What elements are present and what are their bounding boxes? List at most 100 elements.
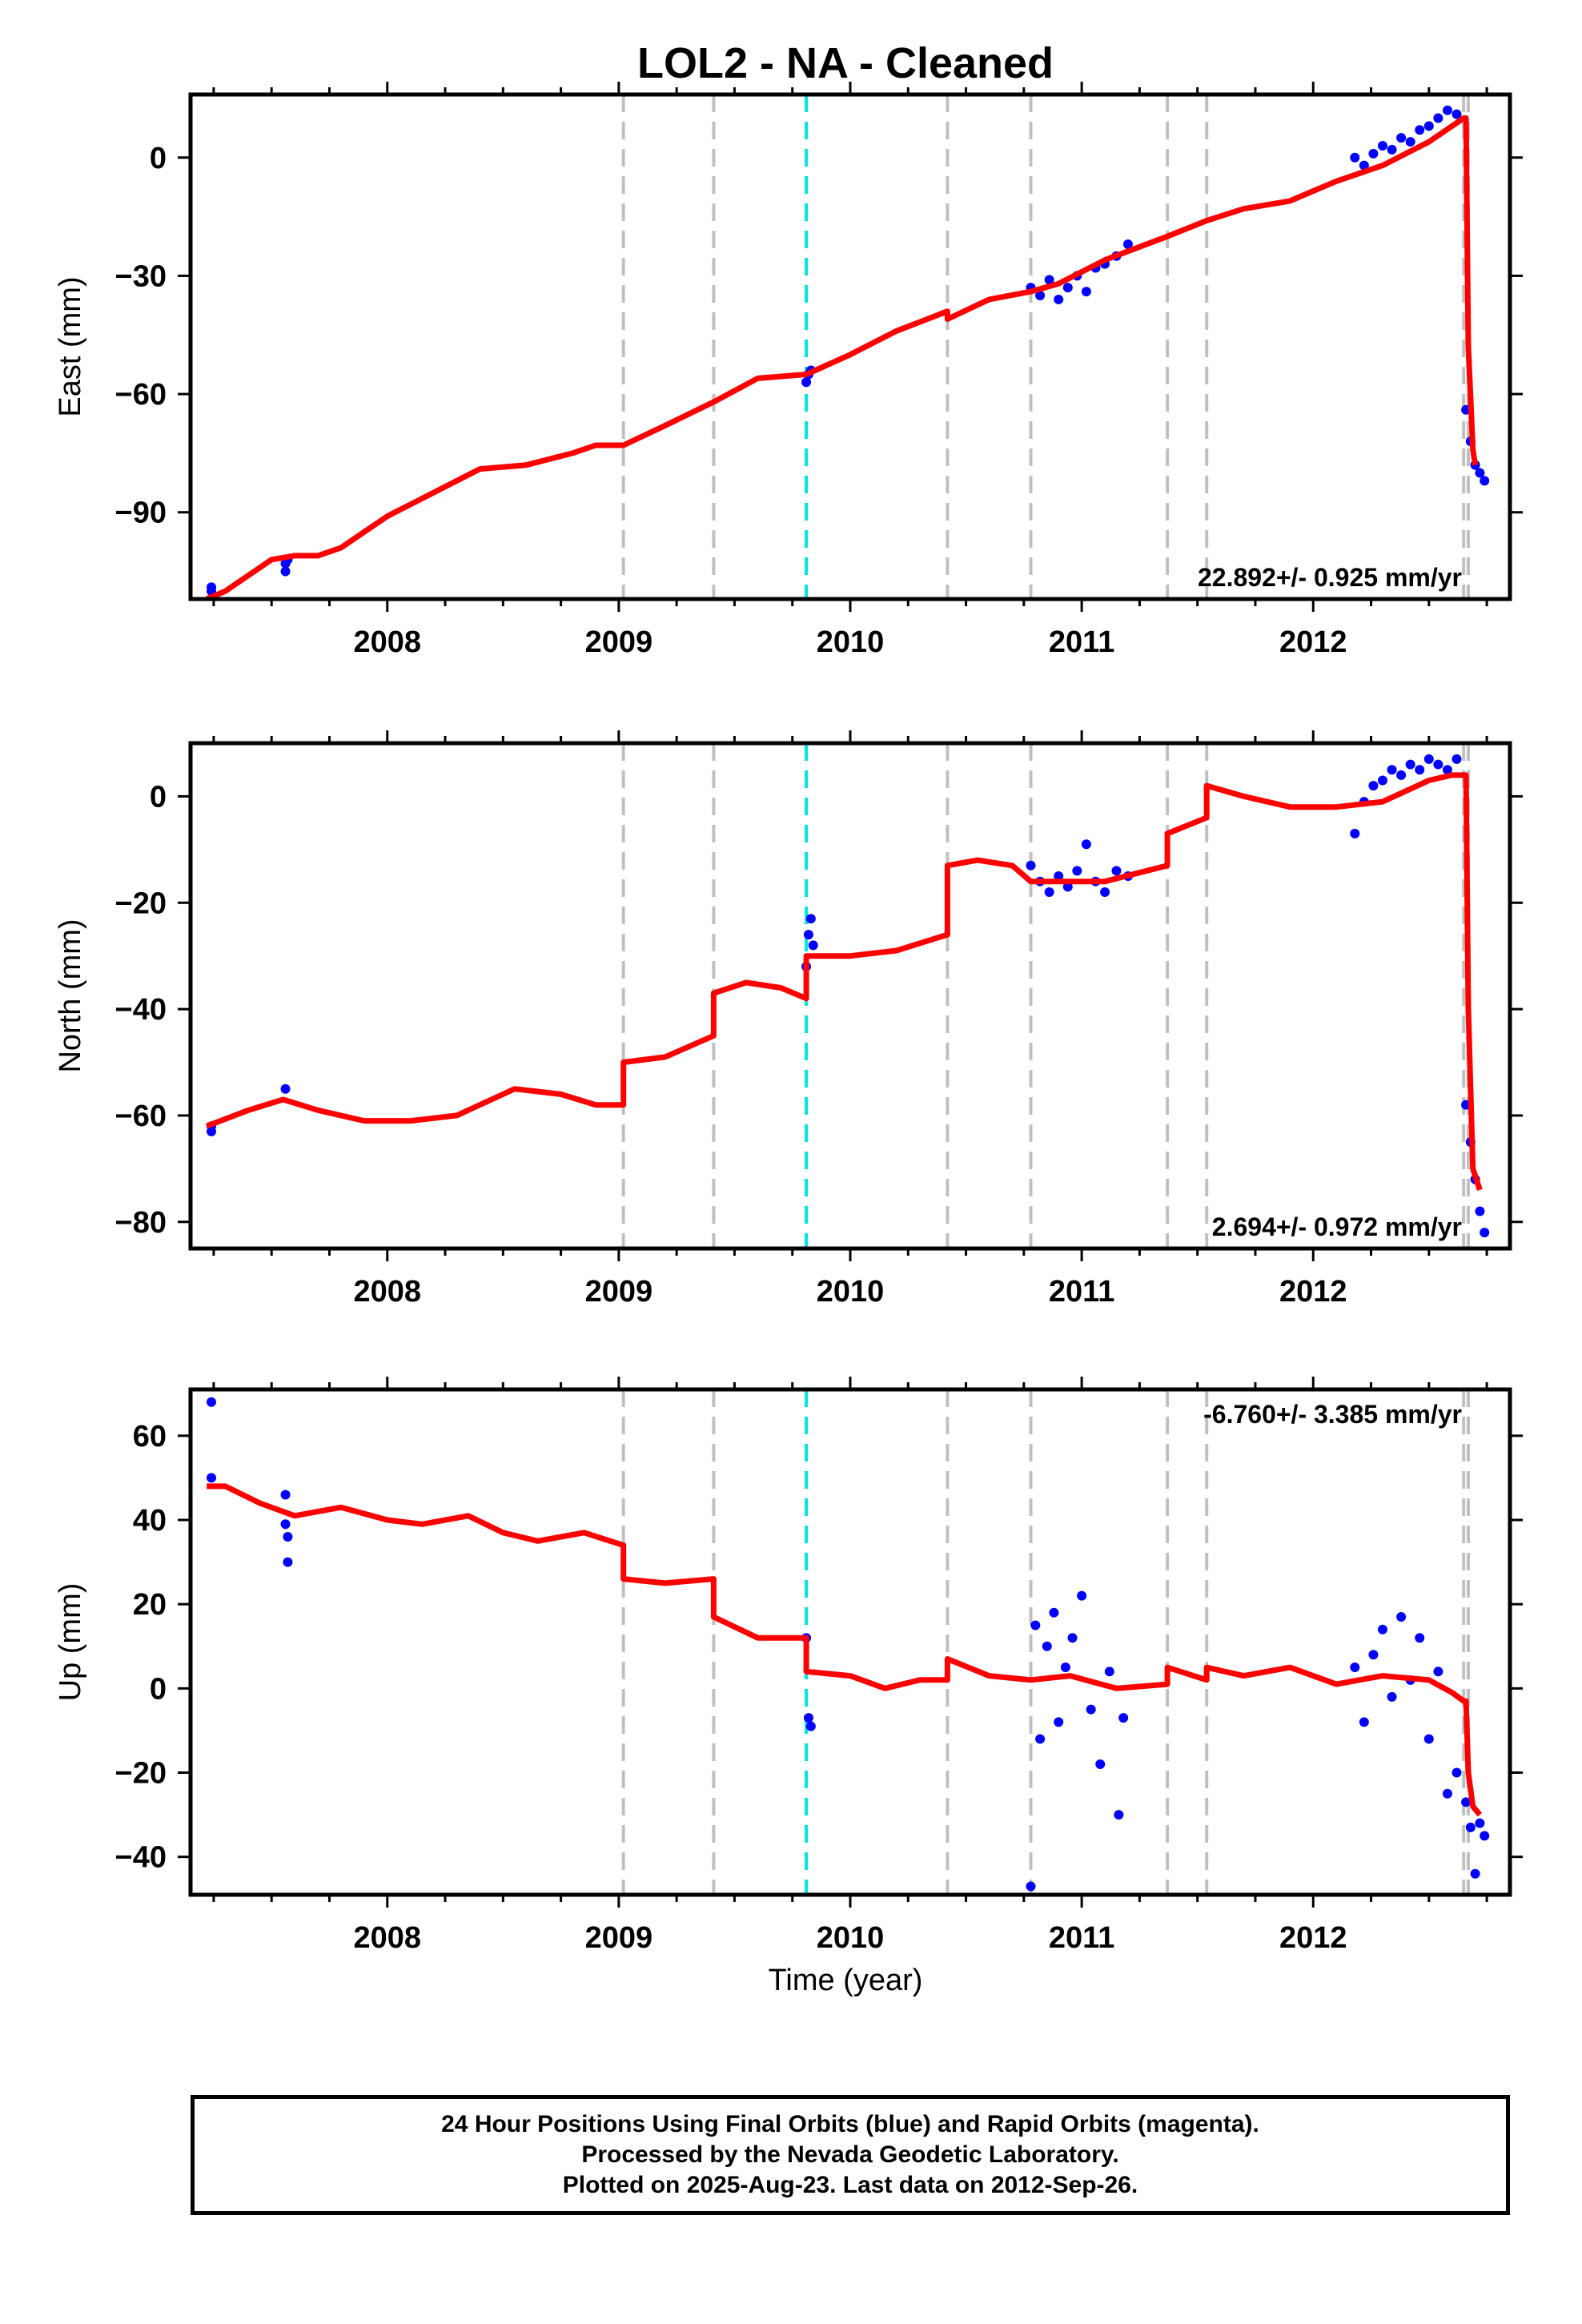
data-point — [1054, 1717, 1064, 1727]
footer-line-1: 24 Hour Positions Using Final Orbits (bl… — [441, 2111, 1259, 2137]
data-point — [1377, 775, 1387, 786]
data-point — [1030, 1620, 1041, 1630]
data-point — [280, 1519, 291, 1530]
data-point — [1081, 287, 1091, 297]
data-points-up — [207, 1397, 1490, 1892]
data-point — [207, 1473, 217, 1483]
data-point — [1442, 765, 1452, 775]
data-point — [1081, 839, 1091, 850]
data-point — [1086, 1704, 1096, 1715]
panel-up: 2008 2009 2010 2011 2012 60 40 20 0 −20 −40 Up (mm)… — [54, 1377, 1523, 1955]
x-tick-label: 2011 — [1049, 1921, 1114, 1955]
data-point — [1387, 144, 1397, 155]
data-point — [1359, 160, 1369, 171]
data-point — [1470, 1868, 1480, 1879]
y-tick-label: 0 — [150, 142, 167, 175]
data-point — [1054, 294, 1064, 304]
panel-east: 2008 2009 2010 2011 2012 0 −30 −60 −90 East (mm) 2… — [54, 82, 1523, 659]
model-line-north — [205, 772, 1483, 1191]
data-point — [1359, 1717, 1369, 1727]
y-tick-label: 0 — [150, 1672, 167, 1706]
data-point — [1387, 1691, 1397, 1702]
data-point — [1433, 113, 1443, 123]
data-point — [1480, 1228, 1490, 1238]
footer-line-3: Plotted on 2025-Aug-23. Last data on 201… — [562, 2172, 1138, 2198]
x-tick-label: 2010 — [817, 625, 885, 659]
data-point — [1452, 109, 1462, 119]
rate-annotation: 2.694+/- 0.972 mm/yr — [1212, 1212, 1462, 1241]
data-point — [1060, 1663, 1070, 1673]
y-tick-label: −30 — [115, 259, 167, 293]
data-point — [1049, 1607, 1059, 1618]
data-point — [1122, 239, 1133, 250]
data-points-north — [207, 754, 1490, 1238]
data-point — [1442, 1788, 1452, 1799]
panel-frame — [188, 1387, 1512, 1897]
data-point — [1368, 148, 1379, 159]
data-point — [808, 940, 818, 951]
x-tick-label: 2009 — [585, 625, 653, 659]
data-point — [803, 1713, 813, 1723]
y-axis-label: North (mm) — [54, 919, 87, 1072]
y-tick-label: −80 — [115, 1206, 167, 1240]
chart-panels: 2008 2009 2010 2011 2012 0 −30 −60 −90 East (mm) 2… — [54, 82, 1523, 1955]
data-point — [1100, 887, 1110, 897]
x-tick-label: 2012 — [1279, 1275, 1347, 1309]
model-line-up — [207, 1483, 1483, 1817]
chart-title: LOL2 - NA - Cleaned — [637, 39, 1054, 87]
data-point — [1396, 1611, 1407, 1622]
y-tick-label: −40 — [115, 993, 167, 1027]
data-point — [1405, 137, 1415, 147]
data-point — [1415, 765, 1425, 775]
data-point — [1423, 1734, 1434, 1744]
data-point — [1433, 1667, 1443, 1677]
data-point — [1054, 871, 1064, 882]
data-point — [805, 1721, 816, 1731]
data-point — [1396, 133, 1407, 143]
data-point — [1396, 770, 1407, 780]
data-point — [1095, 1759, 1106, 1769]
data-point — [1062, 283, 1073, 293]
y-tick-label: −20 — [115, 1757, 167, 1791]
data-point — [1067, 1633, 1078, 1643]
data-point — [1035, 291, 1046, 301]
y-tick-label: −60 — [115, 1100, 167, 1133]
data-point — [1465, 1822, 1476, 1832]
data-point — [1475, 1206, 1485, 1216]
data-point — [1377, 140, 1387, 151]
y-axis-label: Up (mm) — [54, 1583, 87, 1702]
x-tick-label: 2009 — [585, 1921, 653, 1955]
x-tick-label: 2012 — [1279, 625, 1347, 659]
data-point — [207, 1397, 217, 1407]
data-points-east — [207, 105, 1490, 597]
data-point — [1480, 1831, 1490, 1841]
data-point — [1368, 1650, 1379, 1660]
y-tick-label: −40 — [115, 1841, 167, 1875]
y-tick-label: −90 — [115, 497, 167, 530]
x-tick-label: 2012 — [1279, 1921, 1347, 1955]
data-point — [1026, 1881, 1036, 1892]
panel-frame — [188, 741, 1512, 1251]
x-tick-label: 2011 — [1049, 625, 1114, 659]
x-tick-label: 2008 — [353, 1275, 421, 1309]
data-point — [1475, 468, 1485, 478]
data-point — [801, 377, 812, 388]
gps-timeseries-chart: LOL2 - NA - Cleaned 2008 2009 2010 2011 2012… — [54, 39, 1523, 1997]
x-tick-label: 2011 — [1049, 1275, 1114, 1309]
data-point — [803, 930, 813, 940]
y-tick-label: 40 — [133, 1504, 167, 1538]
data-point — [1480, 476, 1490, 486]
x-tick-label: 2008 — [353, 1921, 421, 1955]
panel-north: 2008 2009 2010 2011 2012 0 −20 −40 −60 −80 North (… — [54, 730, 1523, 1309]
footer-line-2: Processed by the Nevada Geodetic Laborat… — [581, 2141, 1119, 2168]
rate-annotation: 22.892+/- 0.925 mm/yr — [1198, 563, 1462, 592]
data-point — [280, 1084, 291, 1094]
data-point — [283, 1532, 293, 1542]
data-point — [1035, 1734, 1046, 1744]
data-point — [1433, 759, 1443, 770]
data-point — [805, 914, 816, 924]
data-point — [1026, 860, 1036, 870]
x-axis-label: Time (year) — [769, 1964, 923, 1997]
data-point — [1423, 754, 1434, 764]
data-point — [1118, 1713, 1129, 1723]
